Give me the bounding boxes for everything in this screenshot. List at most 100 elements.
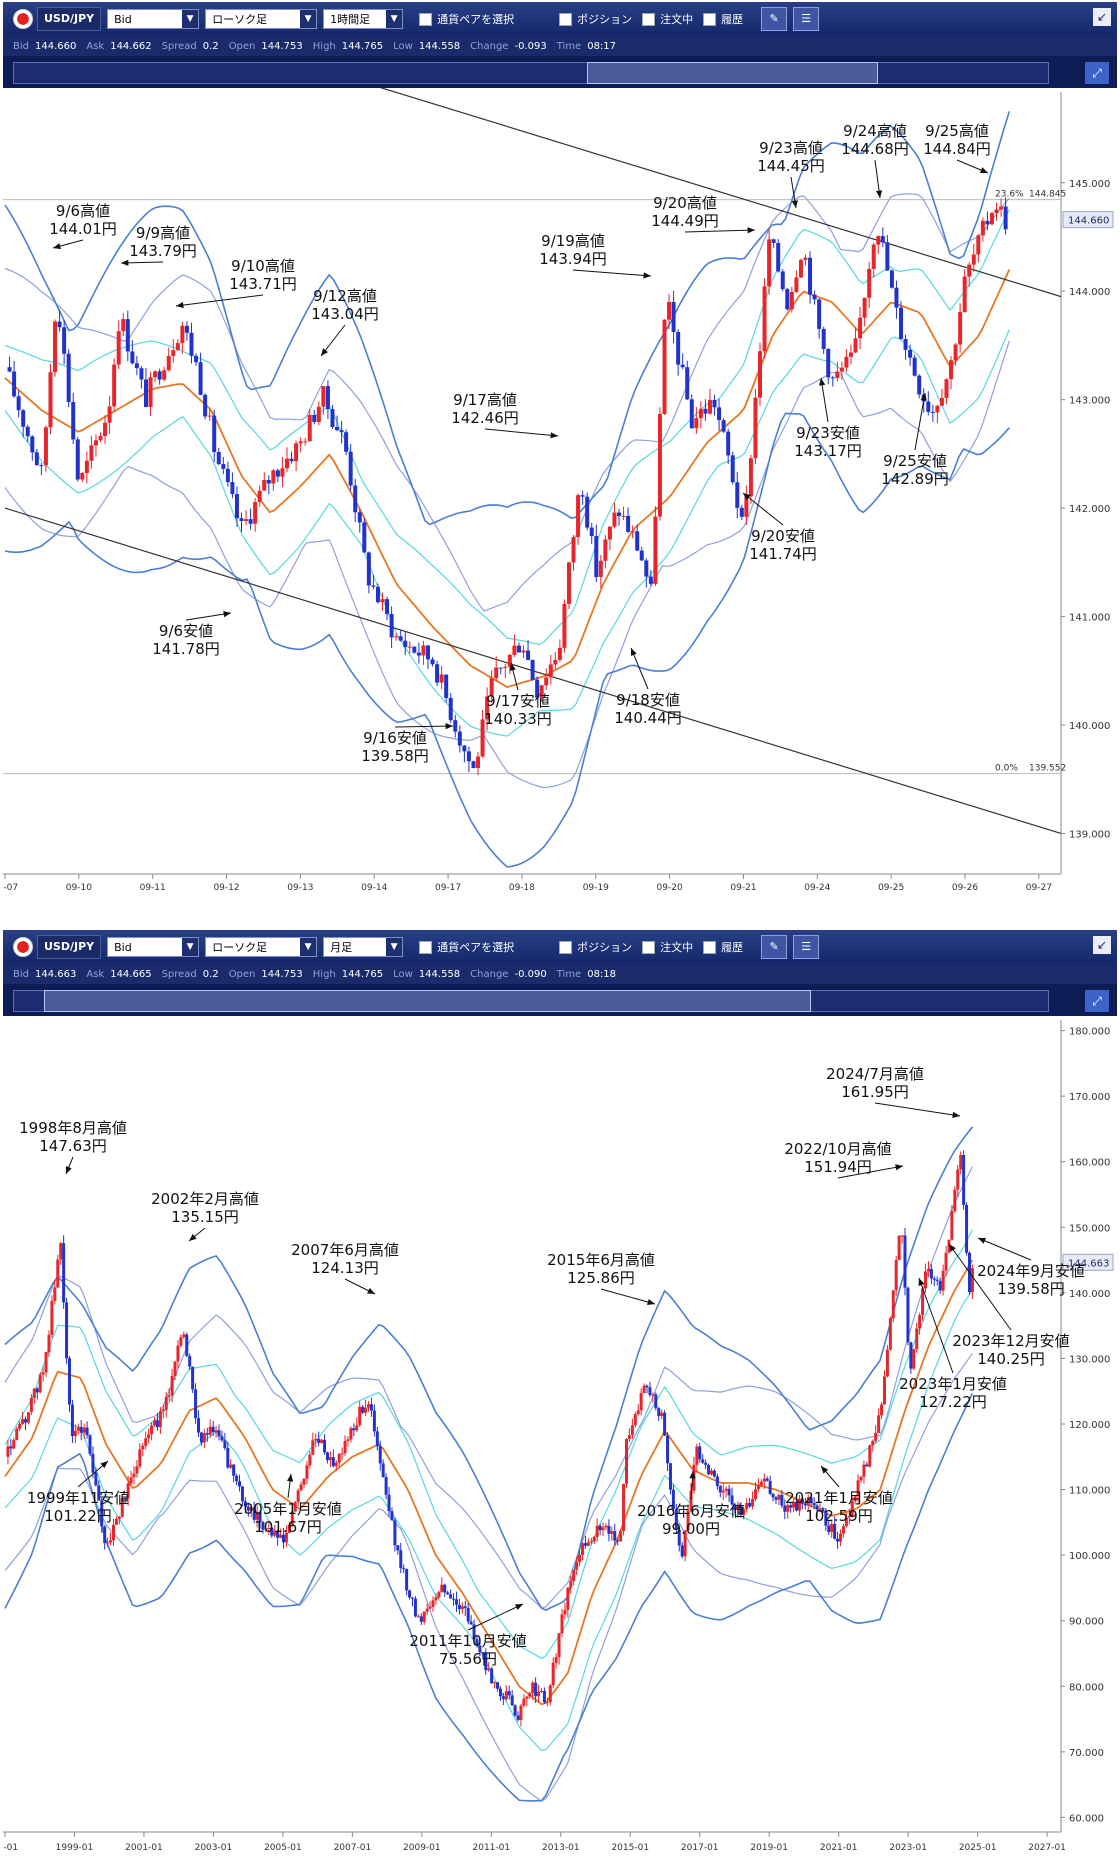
candle-body — [431, 1600, 435, 1607]
annotation-label: 2002年2月高値 — [151, 1190, 259, 1208]
orders-label: 注文中 — [660, 13, 694, 26]
candle-body — [644, 560, 649, 577]
candle-body — [718, 1485, 722, 1493]
candle-body — [202, 1433, 206, 1443]
candle-body — [847, 1515, 851, 1518]
collapse-button[interactable]: ↙ — [1093, 936, 1111, 954]
candle-body — [238, 1481, 242, 1487]
candle-body — [408, 1590, 412, 1598]
chart-type-select[interactable]: ローソク足 ▼ — [205, 9, 318, 29]
candle-body — [826, 349, 831, 378]
indicator-button[interactable]: ☰ — [793, 7, 820, 31]
annotation-value: 140.33円 — [484, 710, 552, 728]
bid-key: Bid — [13, 40, 29, 52]
candle-body — [742, 1509, 746, 1515]
candle-body — [939, 397, 944, 406]
fit-button[interactable]: ⤢ — [1085, 990, 1109, 1012]
candle-body — [871, 1440, 875, 1446]
arrow-head-icon — [875, 190, 883, 198]
history-checkbox[interactable]: 履歴 — [703, 11, 743, 27]
navigator-track[interactable] — [13, 62, 1049, 84]
candle-body — [93, 440, 98, 446]
x-tick-label: 2007-01 — [334, 1843, 372, 1853]
annotation-label: 2024年9月安値 — [977, 1262, 1085, 1280]
candle-body — [221, 464, 226, 469]
annotation-arrow-line — [185, 612, 232, 621]
symbol-button[interactable]: USD/JPY — [37, 935, 102, 959]
indicator-button[interactable]: ☰ — [793, 935, 820, 959]
collapse-button[interactable]: ↙ — [1093, 8, 1111, 26]
x-tick-label: 09-24 — [804, 883, 830, 893]
us-jp-flag-icon — [13, 9, 33, 29]
ask-value: 144.665 — [110, 968, 152, 980]
candle-body — [475, 1639, 479, 1646]
candle-body — [874, 1432, 878, 1441]
monthly-chart[interactable]: 180.000 170.000 160.000 150.000 140.000 130.0… — [0, 1016, 1117, 1864]
position-checkbox[interactable]: ポジション — [559, 939, 632, 955]
candle-body — [289, 458, 294, 462]
annotation-value: 144.45円 — [757, 157, 825, 175]
candle-body — [314, 1438, 318, 1441]
candle-body — [767, 239, 772, 287]
candle-body — [721, 1490, 725, 1493]
annotation-label: 9/20高値 — [653, 194, 717, 212]
candle-body — [880, 236, 885, 243]
candle-body — [598, 1525, 602, 1531]
candle-body — [85, 1427, 89, 1436]
candle-body — [912, 1349, 916, 1369]
moving-average-line — [4, 269, 1011, 689]
orders-checkbox[interactable]: 注文中 — [642, 939, 693, 955]
candle-body — [789, 291, 794, 310]
candle-body — [143, 379, 148, 407]
timeframe-select[interactable]: 1時間足 ▼ — [323, 9, 404, 29]
candle-body — [745, 1503, 749, 1510]
chevron-down-icon: ▼ — [182, 10, 199, 28]
candle-body — [970, 1268, 974, 1293]
y-tick-label: 145.000 — [1069, 179, 1110, 190]
annotation-label: 9/17安値 — [486, 692, 550, 710]
candle-body — [41, 1372, 45, 1375]
drawing-tool-button[interactable]: ✎ — [761, 935, 788, 959]
candle-body — [298, 441, 303, 444]
arrow-head-icon — [550, 432, 558, 439]
x-tick-label: 09-07 — [3, 883, 18, 893]
history-checkbox[interactable]: 履歴 — [703, 939, 743, 955]
candle-body — [780, 1494, 784, 1506]
candle-body — [885, 242, 890, 271]
candle-body — [18, 1423, 22, 1429]
candle-body — [844, 356, 849, 368]
arrow-head-icon — [949, 1244, 956, 1252]
candle-body — [484, 1652, 488, 1671]
annotation-arrow-line — [914, 392, 926, 451]
navigator-window[interactable] — [586, 62, 879, 84]
fit-button[interactable]: ⤢ — [1085, 62, 1109, 84]
price-type-select[interactable]: Bid ▼ — [107, 9, 200, 29]
open-key: Open — [228, 968, 256, 980]
bid-value: 144.663 — [35, 968, 77, 980]
hourly-chart[interactable]: 145.000 144.000 143.000 142.000 141.000 140.0… — [0, 73, 1117, 906]
candle-body — [748, 458, 753, 497]
navigator-window[interactable] — [44, 990, 812, 1012]
orders-checkbox[interactable]: 注文中 — [642, 11, 693, 27]
price-type-select[interactable]: Bid ▼ — [107, 937, 200, 957]
bollinger-band-lower-2 — [4, 1353, 973, 1802]
candle-body — [481, 1652, 485, 1654]
chart-type-select[interactable]: ローソク足 ▼ — [205, 937, 318, 957]
arrow-head-icon — [895, 1164, 903, 1171]
annotation-label: 9/9高値 — [136, 224, 190, 242]
candle-body — [12, 1439, 16, 1449]
candle-body — [39, 465, 44, 467]
symbol-button[interactable]: USD/JPY — [37, 7, 102, 31]
candle-body — [912, 357, 917, 376]
pair-select-checkbox[interactable]: 通貨ペアを選択 — [419, 939, 549, 955]
annotation-label: 9/19高値 — [541, 232, 605, 250]
candle-body — [727, 1488, 731, 1496]
candle-body — [34, 452, 39, 466]
candle-body — [862, 297, 867, 318]
candle-body — [240, 1486, 244, 1502]
timeframe-select[interactable]: 月足 ▼ — [323, 937, 404, 957]
drawing-tool-button[interactable]: ✎ — [761, 7, 788, 31]
candle-body — [175, 343, 180, 351]
position-checkbox[interactable]: ポジション — [559, 11, 632, 27]
pair-select-checkbox[interactable]: 通貨ペアを選択 — [419, 11, 549, 27]
